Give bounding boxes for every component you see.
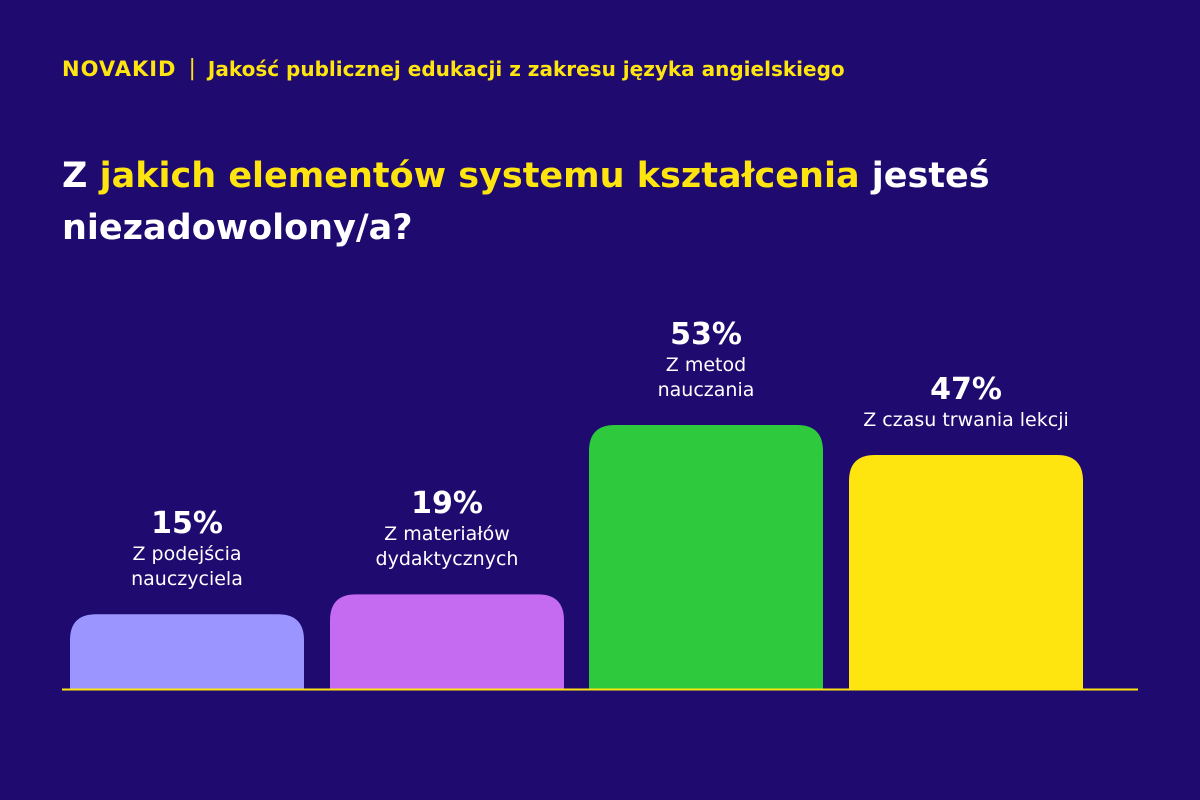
bar bbox=[849, 454, 1083, 689]
category-label: Z podejścia nauczyciela bbox=[131, 543, 243, 591]
value-label: 15% bbox=[151, 506, 223, 542]
title-part3: jesteś niezadowolony/a? bbox=[62, 156, 990, 248]
title-highlight: jakich elementów systemu kształcenia bbox=[99, 156, 860, 196]
separator: | bbox=[188, 56, 196, 81]
bar-label: 15% Z podejścia nauczyciela bbox=[70, 506, 304, 592]
category-label: Z metod nauczania bbox=[657, 354, 755, 402]
value-label: 47% bbox=[930, 371, 1002, 407]
header: NOVAKID | Jakość publicznej edukacji z z… bbox=[62, 56, 845, 81]
category-label: Z materiałów dydaktycznych bbox=[375, 523, 519, 571]
bar-label: 47% Z czasu trwania lekcji bbox=[849, 372, 1083, 433]
value-label: 19% bbox=[411, 486, 483, 522]
chart-title: Z jakich elementów systemu kształcenia j… bbox=[62, 150, 1062, 254]
bar-label: 53% Z metod nauczania bbox=[589, 317, 823, 403]
bar bbox=[589, 425, 823, 689]
novakid-logo: NOVAKID bbox=[62, 56, 177, 81]
header-subtitle: Jakość publicznej edukacji z zakresu jęz… bbox=[207, 56, 845, 81]
bar bbox=[330, 594, 564, 689]
title-part1: Z bbox=[62, 156, 100, 196]
value-label: 53% bbox=[670, 317, 742, 353]
category-label: Z czasu trwania lekcji bbox=[863, 408, 1069, 431]
bar-label: 19% Z materiałów dydaktycznych bbox=[330, 486, 564, 572]
bar bbox=[70, 614, 304, 689]
